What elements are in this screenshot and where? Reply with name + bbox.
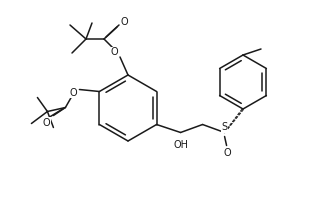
Text: O: O <box>70 88 77 98</box>
Text: OH: OH <box>173 140 188 150</box>
Text: O: O <box>120 17 128 27</box>
Text: O: O <box>43 118 50 128</box>
Text: S: S <box>221 123 228 132</box>
Text: O: O <box>110 47 118 57</box>
Text: O: O <box>224 147 231 157</box>
